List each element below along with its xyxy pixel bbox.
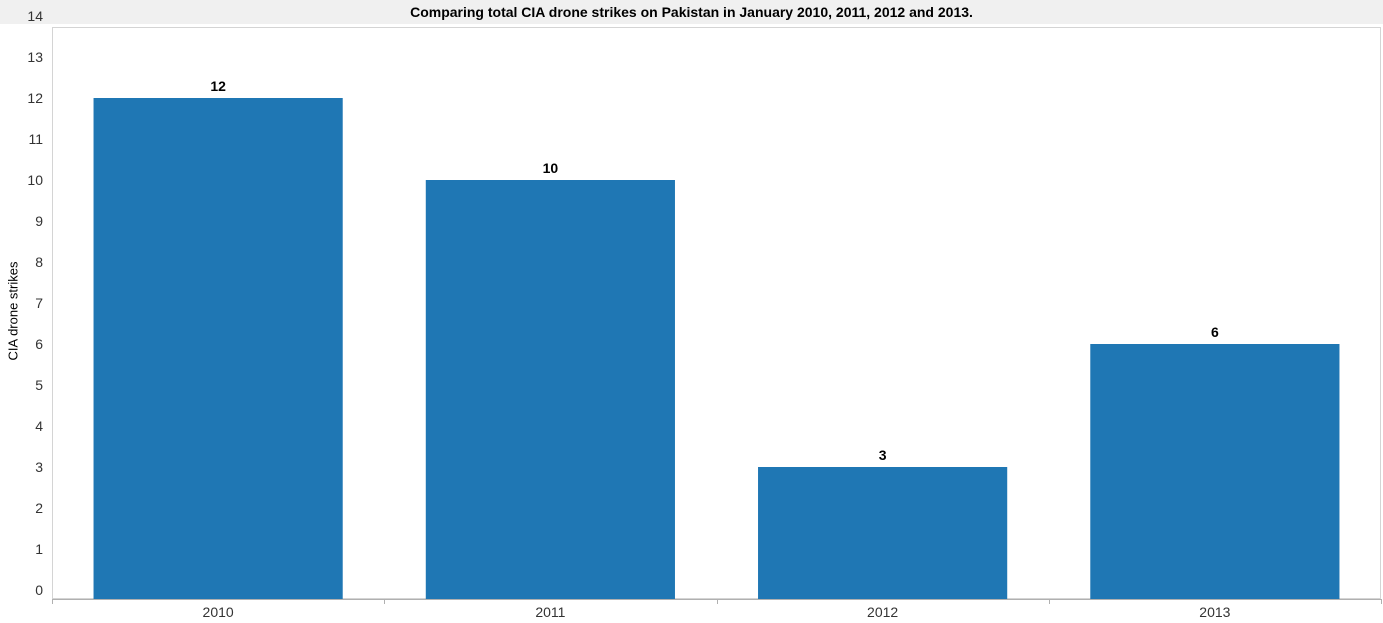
y-tick-label: 2	[35, 500, 43, 516]
y-tick-label: 7	[35, 295, 43, 311]
data-label-2013: 6	[1211, 324, 1219, 340]
data-label-2012: 3	[879, 447, 887, 463]
y-tick-label: 9	[35, 213, 43, 229]
data-labels: 12 10 3 6	[210, 78, 1219, 463]
x-axis: 2010 2011 2012 2013	[52, 599, 1382, 620]
bars	[93, 98, 1340, 599]
x-tick-label-2013: 2013	[1199, 604, 1230, 620]
chart-title: Comparing total CIA drone strikes on Pak…	[0, 0, 1383, 24]
y-tick-label: 13	[27, 49, 43, 65]
bar-2013	[1090, 344, 1340, 599]
bar-2010	[93, 98, 343, 599]
y-tick-label: 1	[35, 541, 43, 557]
y-tick-label: 11	[28, 131, 43, 147]
data-label-2011: 10	[543, 160, 559, 176]
y-tick-label: 12	[27, 90, 43, 106]
y-tick-label: 8	[35, 254, 43, 270]
y-tick-label: 5	[35, 377, 43, 393]
plot-frame	[52, 27, 1381, 600]
y-tick-label: 14	[27, 8, 43, 24]
data-label-2010: 12	[210, 78, 226, 94]
x-tick-label-2012: 2012	[867, 604, 898, 620]
y-tick-label: 6	[35, 336, 43, 352]
bar-2011	[425, 180, 675, 599]
y-tick-label: 10	[27, 172, 43, 188]
y-tick-label: 3	[35, 459, 43, 475]
bar-2012	[758, 467, 1008, 599]
y-tick-label: 4	[35, 418, 43, 434]
y-tick-label: 0	[35, 582, 43, 598]
x-tick-label-2010: 2010	[203, 604, 234, 620]
x-tick-label-2011: 2011	[535, 604, 565, 620]
plot-border	[52, 27, 1381, 599]
